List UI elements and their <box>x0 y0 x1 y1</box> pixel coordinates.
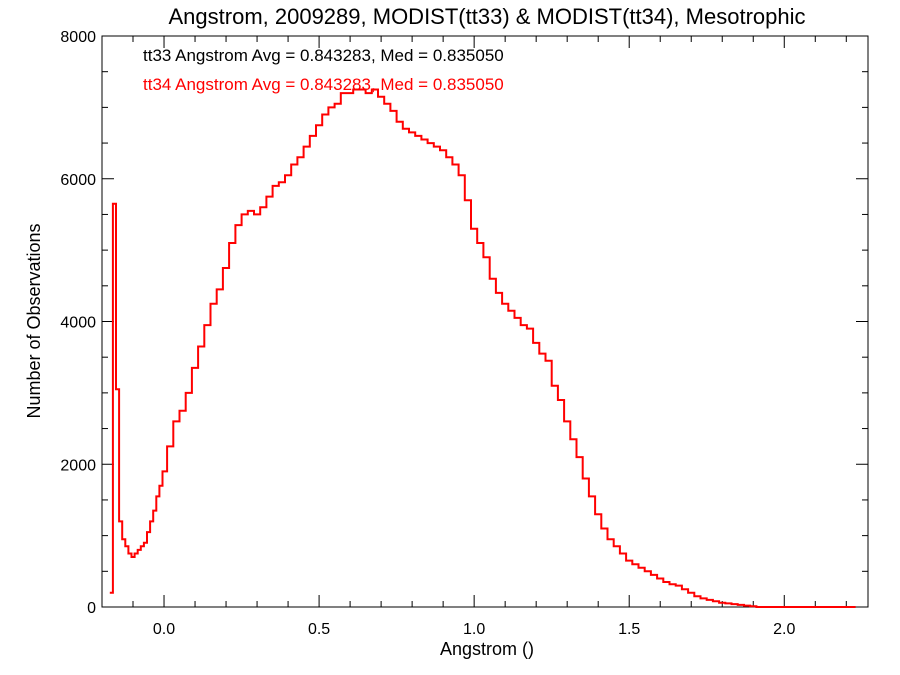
y-tick-label: 6000 <box>60 172 96 189</box>
y-tick-label: 4000 <box>60 315 96 332</box>
annotation-tt34: tt34 Angstrom Avg = 0.843283, Med = 0.83… <box>143 75 504 94</box>
x-axis-label: Angstrom () <box>440 639 534 659</box>
series-layer <box>109 88 856 608</box>
x-tick-label: 0.5 <box>308 621 330 638</box>
x-tick-label: 1.5 <box>618 621 640 638</box>
x-tick-label: 2.0 <box>773 621 795 638</box>
x-tick-label: 1.0 <box>463 621 485 638</box>
y-axis-label: Number of Observations <box>24 223 44 418</box>
y-axis-ticks: 0 2000 4000 6000 8000 <box>60 29 868 617</box>
x-tick-label: 0.0 <box>153 621 175 638</box>
y-tick-label: 2000 <box>60 457 96 474</box>
y-tick-label: 8000 <box>60 29 96 46</box>
annotation-tt33: tt33 Angstrom Avg = 0.843283, Med = 0.83… <box>143 46 504 65</box>
series-line-0 <box>109 88 856 608</box>
x-axis-ticks: 0.0 0.5 1.0 1.5 2.0 <box>132 36 847 638</box>
y-tick-label: 0 <box>87 600 96 617</box>
chart-title: Angstrom, 2009289, MODIST(tt33) & MODIST… <box>169 4 806 29</box>
plot-frame <box>101 35 869 608</box>
